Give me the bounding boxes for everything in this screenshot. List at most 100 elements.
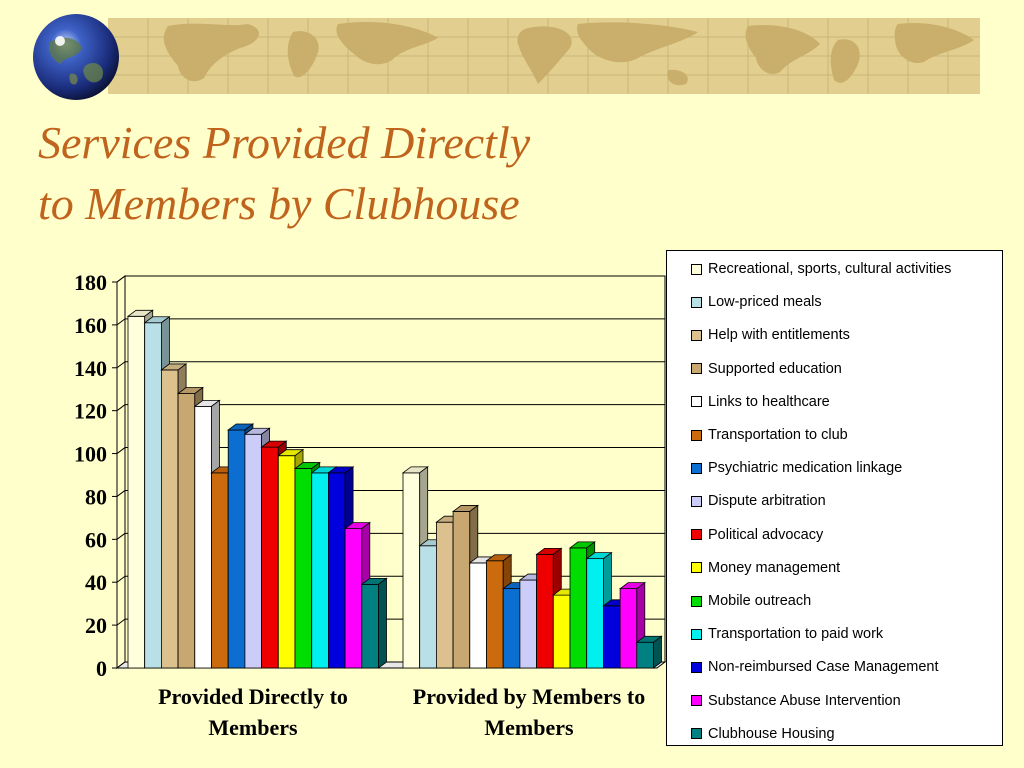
globe-logo-icon (30, 12, 122, 102)
legend-item: Help with entitlements (691, 325, 850, 345)
legend-swatch (691, 263, 702, 275)
legend-label: Money management (708, 559, 841, 576)
legend-label: Help with entitlements (708, 327, 850, 344)
legend-swatch (691, 296, 702, 308)
gridline-side (116, 318, 126, 326)
y-tick-label: 40 (85, 570, 107, 595)
y-tick-label: 100 (74, 442, 107, 467)
legend-label: Dispute arbitration (708, 493, 826, 510)
gridline-side (116, 447, 126, 454)
legend-label: Psychiatric medication linkage (708, 460, 903, 477)
bar (519, 579, 538, 669)
y-tick-label: 60 (85, 527, 107, 552)
legend-swatch (691, 396, 702, 408)
legend-item: Non-reimbursed Case Management (691, 657, 939, 677)
bar (586, 558, 604, 669)
legend-item: Supported education (691, 359, 842, 379)
bar (244, 433, 262, 669)
legend-label: Substance Abuse Intervention (708, 692, 901, 709)
bar (469, 562, 487, 669)
bar (261, 446, 279, 669)
legend-item: Recreational, sports, cultural activitie… (691, 259, 951, 279)
bar (419, 545, 437, 669)
legend-swatch (691, 728, 702, 740)
world-map-banner (108, 18, 980, 94)
legend-swatch (691, 462, 702, 474)
gridline-side (116, 275, 126, 283)
legend-item: Low-priced meals (691, 292, 822, 312)
bar (536, 553, 554, 669)
legend-item: Dispute arbitration (691, 491, 826, 511)
legend-label: Clubhouse Housing (708, 725, 835, 742)
legend-item: Money management (691, 558, 840, 578)
slide-title-line-2: to Members by Clubhouse (38, 178, 520, 229)
bar (619, 588, 638, 669)
bar (311, 472, 329, 669)
legend-item: Clubhouse Housing (691, 724, 835, 744)
slide-title-line-1: Services Provided Directly (38, 117, 531, 168)
bar (177, 393, 196, 669)
bar (402, 472, 421, 669)
bar (502, 588, 521, 669)
legend-label: Recreational, sports, cultural activitie… (708, 261, 952, 277)
legend-label: Non-reimbursed Case Management (708, 659, 939, 676)
bar (636, 641, 654, 669)
legend-swatch (691, 695, 702, 707)
legend-swatch (691, 495, 702, 507)
gridline-side (116, 404, 126, 412)
legend-label: Transportation to paid work (708, 626, 884, 643)
chart-side-wall (116, 275, 126, 669)
legend-item: Transportation to club (691, 425, 848, 445)
gridline-side (116, 490, 126, 497)
legend-label: Transportation to club (708, 427, 848, 443)
legend-swatch (691, 628, 702, 640)
bar (227, 429, 246, 669)
gridline-side (116, 361, 126, 369)
gridline-side (116, 618, 126, 626)
bar (194, 405, 212, 669)
bar-side (653, 635, 662, 669)
x-category-label: Members (484, 715, 574, 740)
legend-label: Low-priced meals (708, 294, 822, 311)
x-category-label: Provided by Members to (413, 684, 645, 709)
gridline-side (116, 575, 126, 583)
legend-item: Political advocacy (691, 525, 823, 545)
legend-swatch (691, 429, 702, 441)
legend-label: Mobile outreach (708, 593, 812, 609)
y-tick-label: 80 (85, 484, 107, 509)
legend-swatch (691, 595, 702, 607)
bar (211, 472, 229, 669)
y-tick-label: 140 (74, 356, 107, 381)
legend-swatch (691, 562, 702, 574)
legend-item: Transportation to paid work (691, 624, 883, 644)
slide-title: Services Provided Directly to Members by… (38, 112, 658, 234)
bar (144, 322, 162, 669)
bar (327, 472, 346, 669)
legend-swatch (691, 329, 702, 341)
y-tick-label: 180 (74, 270, 107, 295)
legend-label: Supported education (708, 360, 842, 377)
y-tick-label: 160 (74, 313, 107, 338)
legend-label: Links to healthcare (708, 393, 830, 410)
x-category-label: Provided Directly to (158, 684, 348, 709)
legend-label: Political advocacy (708, 526, 824, 543)
bar (603, 605, 621, 669)
gridline-side (116, 532, 126, 540)
legend-item: Links to healthcare (691, 392, 830, 412)
legend-item: Mobile outreach (691, 591, 811, 611)
chart-legend: Recreational, sports, cultural activitie… (666, 250, 1003, 746)
bar (127, 315, 146, 669)
bar-side (378, 577, 387, 669)
bar (160, 369, 179, 669)
legend-swatch (691, 529, 702, 541)
y-tick-label: 120 (74, 399, 107, 424)
bar (486, 560, 504, 669)
legend-swatch (691, 661, 702, 673)
legend-swatch (691, 363, 702, 375)
bar (361, 583, 379, 669)
bar (452, 511, 471, 669)
legend-item: Psychiatric medication linkage (691, 458, 902, 478)
bar (294, 468, 313, 669)
legend-item: Substance Abuse Intervention (691, 691, 901, 711)
